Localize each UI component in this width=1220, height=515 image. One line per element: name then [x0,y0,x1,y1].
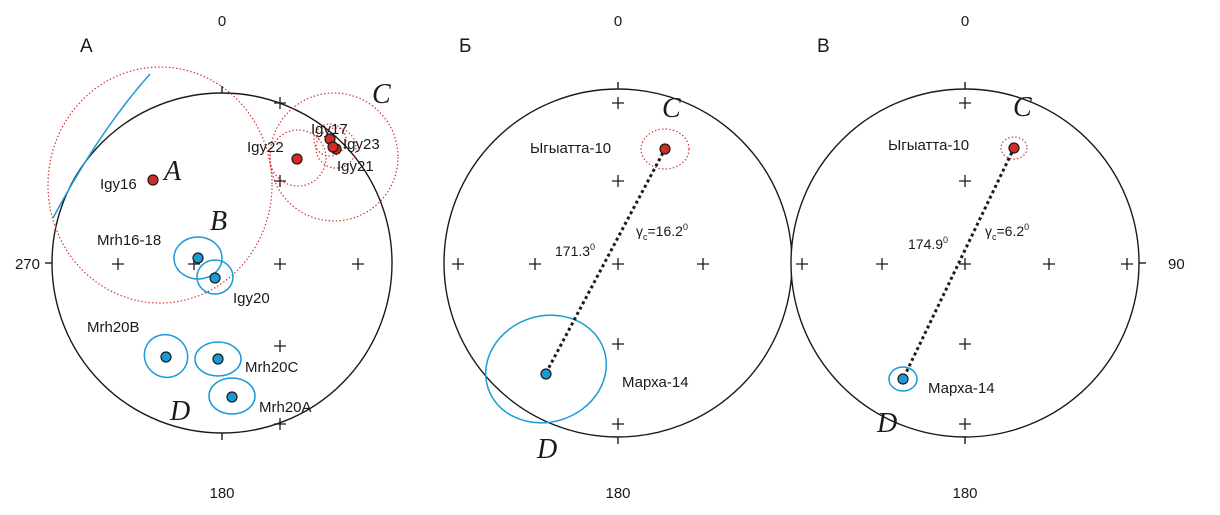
site-label-mrh20a: Mrh20A [259,399,312,416]
connection-line-b [544,148,667,374]
confidence-ellipse-mrh20c [194,341,242,377]
site-label-igy17: Igy17 [311,121,348,138]
group-label-c-a: C [372,79,391,110]
site-point-mrh16-18 [192,252,204,264]
tick-label-90-c: 90 [1168,256,1185,273]
site-point-igy20 [209,272,221,284]
site-label-igy23: Igy23 [343,136,380,153]
site-label-mrh20c: Mrh20C [245,359,299,376]
tick-label-0-c: 0 [961,13,969,30]
confidence-ellipse-igy17 [313,123,347,157]
site-point-mrh20c [212,353,224,365]
tick-label-180-b: 180 [605,485,630,502]
group-label-a: A [162,156,182,187]
site-label-igy22: Igy22 [247,139,284,156]
group-label-c-c: C [1013,92,1032,123]
group-label-c-b: C [662,93,681,124]
confidence-ellipse-pole-c-c [1000,136,1028,160]
great-circle-arc [52,73,151,219]
gamma-label-b: γc=16.20 [636,222,688,242]
site-point-igy21 [327,141,339,153]
panel-a: А 0 180 270 Igy16 Igy22 Igy17 Igy23 Igy2… [15,13,399,502]
confidence-ellipse-pole-d-c [888,366,918,392]
connection-line-c [902,147,1016,378]
group-label-d-c: D [876,408,897,439]
site-point-igy22 [291,153,303,165]
confidence-ellipse-igy21 [315,127,357,169]
pole-label-c-b: Ыгыатта-10 [530,140,611,157]
panel-letter-a: А [80,36,93,57]
tick-label-0-b: 0 [614,13,622,30]
site-label-mrh16-18: Mrh16-18 [97,232,161,249]
confidence-ellipse-c-mean [269,92,399,222]
confidence-ellipse-pole-c-b [640,128,690,170]
grid-crosses-b [452,97,709,430]
confidence-ellipse-mrh20b [143,333,189,379]
site-label-igy20: Igy20 [233,290,270,307]
tick-label-180-a: 180 [209,485,234,502]
site-point-mrh20b [160,351,172,363]
grid-crosses-c [796,97,1133,430]
tick-label-180-c: 180 [952,485,977,502]
grid-crosses-a [112,97,364,430]
site-point-mrh20a [226,391,238,403]
pole-point-c-b [659,143,671,155]
tick-label-0-a: 0 [218,13,226,30]
pole-point-d-c [897,373,909,385]
panel-letter-c: В [817,36,830,57]
panel-c: В 0 180 90 C D Ыгыатта-10 Марха-14 174.9… [790,13,1185,502]
group-label-b: B [210,206,227,237]
panel-b: Б 0 180 C D Ыгыатта-10 Марха-14 171.30 γ… [443,13,793,502]
tick-label-270-a: 270 [15,256,40,273]
confidence-ellipse-mrh16-18 [173,236,223,280]
panel-letter-b: Б [459,36,471,57]
gamma-label-c: γc=6.20 [985,222,1029,242]
angle-label-c: 174.90 [908,235,948,252]
site-label-igy21: Igy21 [337,158,374,175]
site-point-igy16 [147,174,159,186]
pole-label-d-b: Марха-14 [622,374,689,391]
pole-label-c-c: Ыгыатта-10 [888,137,969,154]
pole-label-d-c: Марха-14 [928,380,995,397]
confidence-ellipse-mrh20a [208,377,256,415]
confidence-ellipse-pole-d-b [484,314,608,424]
confidence-ellipse-igy22 [269,129,327,187]
group-label-d-a: D [169,396,190,427]
pole-point-d-b [540,368,552,380]
pole-point-c-c [1008,142,1020,154]
site-label-igy16: Igy16 [100,176,137,193]
angle-label-b: 171.30 [555,242,595,259]
confidence-ellipse-igy20 [196,259,234,295]
group-label-d-b: D [536,434,557,465]
confidence-ellipse-igy16 [47,66,273,304]
site-label-mrh20b: Mrh20B [87,319,140,336]
